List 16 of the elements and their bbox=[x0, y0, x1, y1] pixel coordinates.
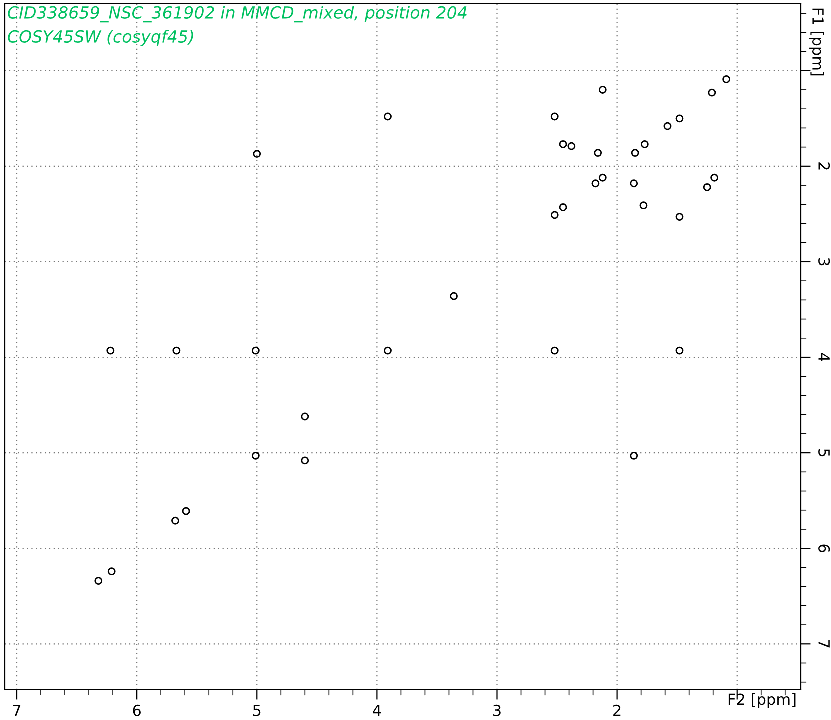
y-tick-label: 4 bbox=[818, 353, 830, 362]
y-tick-label: 2 bbox=[818, 162, 830, 170]
x-axis-title: F2 [ppm] bbox=[728, 693, 796, 708]
y-tick-label: 3 bbox=[818, 258, 830, 266]
x-tick-label: 2 bbox=[614, 704, 621, 716]
y-tick-label: 7 bbox=[818, 640, 830, 648]
y-tick-label: 6 bbox=[818, 544, 830, 552]
y-axis-title: F1 [ppm] bbox=[810, 8, 824, 76]
y-tick-label: 5 bbox=[818, 449, 830, 457]
x-tick-label: 5 bbox=[253, 705, 261, 716]
text: COSY45SW (cosyqf45) bbox=[8, 30, 194, 46]
x-tick-label: 7 bbox=[13, 705, 21, 716]
x-tick-label: 6 bbox=[133, 704, 141, 716]
x-tick-label: 3 bbox=[494, 704, 501, 716]
x-tick-label: 4 bbox=[373, 705, 382, 716]
chart-title: CID338659_NSC_361902 in MMCD_mixed, position 204 bbox=[8, 6, 467, 23]
